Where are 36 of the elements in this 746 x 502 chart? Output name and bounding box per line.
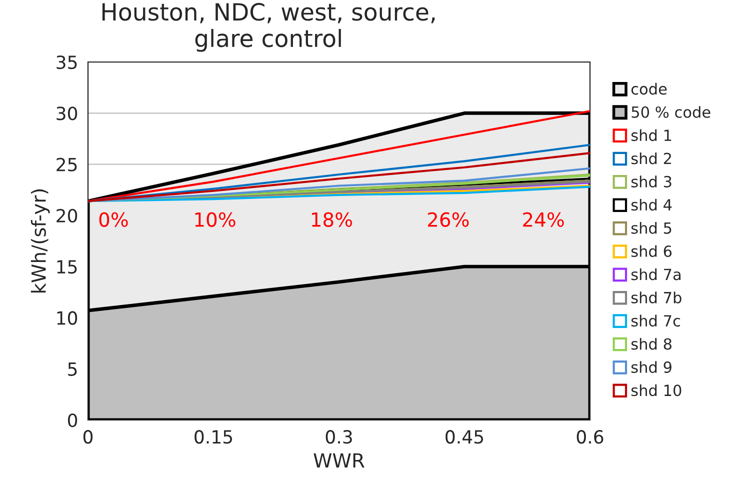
legend-label: shd 8	[631, 338, 672, 350]
legend-label: shd 1	[631, 129, 672, 142]
y-tick-label: 20	[56, 208, 78, 223]
legend-label: code	[631, 82, 667, 95]
y-tick-label: 15	[57, 260, 77, 274]
line-series	[88, 110, 590, 202]
annotation: 24%	[523, 212, 564, 227]
x-tick-label: 0.6	[576, 430, 604, 444]
annotation: 18%	[312, 212, 352, 227]
legend-label: 50 % code	[632, 106, 710, 118]
y-axis-title: kWh/(sf-yr)	[30, 189, 50, 293]
legend-label: shd 6	[631, 245, 672, 258]
legend-label: shd 4	[631, 198, 672, 211]
y-tick-label: 25	[56, 158, 77, 172]
legend-label: shd 7b	[631, 292, 682, 304]
y-tick-label: 5	[68, 362, 77, 376]
legend-label: shd 5	[631, 222, 672, 234]
y-tick-label: 10	[57, 311, 78, 325]
legend-label: shd 7c	[631, 314, 680, 327]
annotation: 10%	[195, 212, 236, 227]
legend-label: shd 7a	[631, 268, 680, 280]
x-tick-label: 0	[83, 430, 93, 444]
legend-label: shd 10	[631, 384, 682, 396]
chart-title: Houston, NDC, west, source, glare control	[102, 2, 435, 52]
y-tick-label: 30	[56, 106, 78, 120]
legend-label: shd 3	[631, 176, 672, 188]
x-tick-label: 0.15	[194, 430, 232, 444]
y-tick-label: 35	[56, 55, 77, 70]
annotation: 26%	[428, 212, 469, 227]
y-tick-label: 0	[68, 413, 78, 428]
legend-label: shd 9	[631, 361, 672, 373]
x-tick-label: 0.3	[326, 430, 352, 444]
legend-label: shd 2	[631, 152, 671, 164]
x-axis-title: WWR	[314, 453, 364, 468]
x-tick-label: 0.45	[446, 430, 484, 444]
annotation: 0%	[99, 212, 128, 227]
